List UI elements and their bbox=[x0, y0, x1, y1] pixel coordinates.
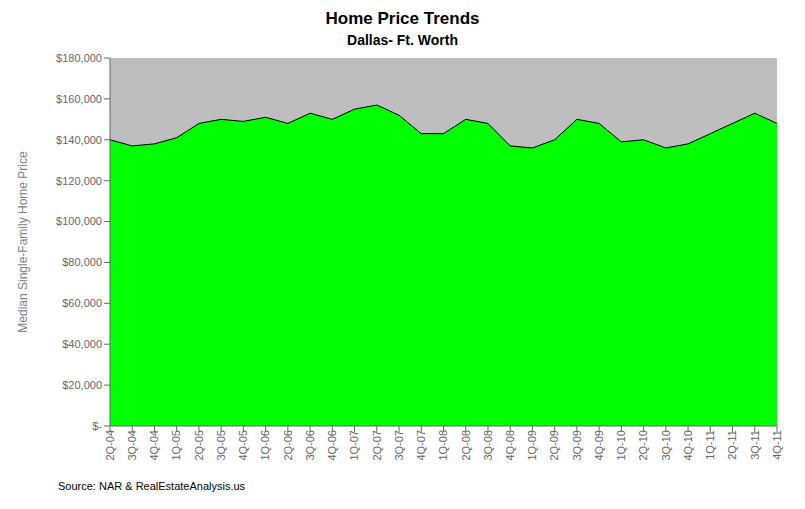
svg-text:$80,000: $80,000 bbox=[62, 256, 102, 268]
html-text:Home Price Trends: Home Price Trends bbox=[325, 9, 480, 28]
svg-text:$100,000: $100,000 bbox=[56, 215, 102, 227]
svg-text:3Q-11: 3Q-11 bbox=[749, 430, 761, 460]
svg-text:4Q-08: 4Q-08 bbox=[504, 430, 516, 461]
svg-text:4Q-06: 4Q-06 bbox=[326, 430, 338, 461]
svg-text:$40,000: $40,000 bbox=[62, 338, 102, 350]
svg-text:Median Single-Family Home Pric: Median Single-Family Home Price bbox=[16, 151, 30, 333]
svg-text:3Q-06: 3Q-06 bbox=[304, 430, 316, 461]
svg-text:1Q-07: 1Q-07 bbox=[348, 430, 360, 461]
svg-text:$60,000: $60,000 bbox=[62, 297, 102, 309]
svg-text:2Q-10: 2Q-10 bbox=[637, 430, 649, 461]
svg-text:1Q-11: 1Q-11 bbox=[704, 430, 716, 460]
svg-text:3Q-10: 3Q-10 bbox=[660, 430, 672, 461]
svg-text:$-: $- bbox=[92, 420, 102, 432]
svg-text:$20,000: $20,000 bbox=[62, 379, 102, 391]
svg-text:4Q-10: 4Q-10 bbox=[682, 430, 694, 461]
svg-text:$180,000: $180,000 bbox=[56, 52, 102, 64]
svg-text:$140,000: $140,000 bbox=[56, 134, 102, 146]
svg-text:1Q-10: 1Q-10 bbox=[615, 430, 627, 461]
svg-text:2Q-08: 2Q-08 bbox=[460, 430, 472, 461]
svg-text:3Q-04: 3Q-04 bbox=[126, 430, 138, 461]
svg-text:1Q-06: 1Q-06 bbox=[259, 430, 271, 461]
svg-text:$160,000: $160,000 bbox=[56, 93, 102, 105]
html-text:Source: NAR & RealEstateAnalys: Source: NAR & RealEstateAnalysis.us bbox=[58, 480, 246, 492]
svg-text:4Q-04: 4Q-04 bbox=[148, 430, 160, 461]
svg-text:4Q-09: 4Q-09 bbox=[593, 430, 605, 461]
svg-text:$120,000: $120,000 bbox=[56, 175, 102, 187]
svg-text:2Q-05: 2Q-05 bbox=[193, 430, 205, 461]
svg-text:3Q-07: 3Q-07 bbox=[393, 430, 405, 461]
svg-text:3Q-05: 3Q-05 bbox=[215, 430, 227, 461]
svg-text:3Q-09: 3Q-09 bbox=[571, 430, 583, 461]
svg-text:1Q-05: 1Q-05 bbox=[171, 430, 183, 461]
svg-text:4Q-05: 4Q-05 bbox=[237, 430, 249, 461]
svg-text:2Q-09: 2Q-09 bbox=[548, 430, 560, 461]
svg-text:2Q-04: 2Q-04 bbox=[104, 430, 116, 461]
svg-text:4Q-07: 4Q-07 bbox=[415, 430, 427, 461]
svg-text:2Q-11: 2Q-11 bbox=[726, 430, 738, 460]
svg-text:1Q-08: 1Q-08 bbox=[437, 430, 449, 461]
svg-text:1Q-09: 1Q-09 bbox=[526, 430, 538, 461]
svg-text:4Q-11: 4Q-11 bbox=[771, 430, 783, 460]
html-text:Dallas- Ft. Worth: Dallas- Ft. Worth bbox=[347, 32, 458, 48]
svg-text:3Q-08: 3Q-08 bbox=[482, 430, 494, 461]
svg-text:2Q-07: 2Q-07 bbox=[371, 430, 383, 461]
svg-text:2Q-06: 2Q-06 bbox=[282, 430, 294, 461]
